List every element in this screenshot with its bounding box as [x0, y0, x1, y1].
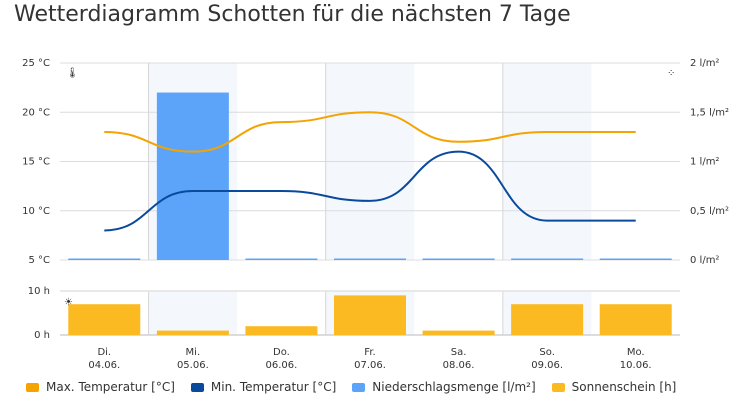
y-right-tick-label: 2 l/m²: [690, 58, 719, 69]
legend-precipitation[interactable]: Niederschlagsmenge [l/m²]: [352, 380, 536, 394]
thermometer-icon: 🌡: [66, 67, 79, 79]
precipitation-bar: [599, 258, 672, 260]
precipitation-bar: [245, 258, 318, 260]
sunshine-bar: [334, 295, 406, 335]
legend-label: Niederschlagsmenge [l/m²]: [372, 380, 536, 394]
raindrops-icon: ⁘: [667, 68, 675, 79]
x-tick-day: Di.: [97, 347, 111, 358]
x-tick-date: 09.06.: [531, 360, 563, 371]
legend-label: Max. Temperatur [°C]: [46, 380, 175, 394]
sunshine-bar: [422, 330, 495, 335]
legend-min-temp[interactable]: Min. Temperatur [°C]: [190, 380, 337, 394]
x-tick-day: Fr.: [364, 347, 375, 358]
x-tick-date: 07.06.: [354, 360, 386, 371]
sunshine-bar: [156, 330, 229, 335]
precipitation-bar: [422, 258, 495, 260]
x-tick-date: 06.06.: [266, 360, 298, 371]
legend-label: Min. Temperatur [°C]: [210, 380, 337, 394]
precipitation-bar: [156, 92, 229, 260]
y-left-tick-label: 25 °C: [22, 58, 50, 69]
x-tick-day: Mo.: [627, 347, 645, 358]
x-tick-day: So.: [539, 347, 554, 358]
legend-swatch: [26, 382, 39, 392]
y-right-tick-label: 0,5 l/m²: [690, 206, 729, 217]
sun-icon: ☀: [64, 297, 73, 308]
precipitation-bar: [68, 258, 141, 260]
x-tick-day: Sa.: [451, 347, 467, 358]
legend-swatch: [190, 382, 204, 392]
max-temp-line: [104, 111, 636, 153]
sun-tick-label: 10 h: [28, 286, 50, 297]
sun-tick-label: 0 h: [34, 330, 50, 341]
legend-swatch: [551, 382, 565, 392]
y-left-tick-label: 5 °C: [28, 255, 50, 266]
precipitation-bar: [334, 258, 406, 260]
y-right-tick-label: 1,5 l/m²: [690, 107, 729, 118]
min-temp-line: [104, 150, 636, 232]
y-right-tick-label: 0 l/m²: [690, 255, 719, 266]
sunshine-bar: [68, 304, 141, 335]
x-tick-day: Mi.: [186, 347, 201, 358]
legend: Max. Temperatur [°C] Min. Temperatur [°C…: [26, 380, 692, 394]
x-tick-date: 04.06.: [88, 360, 120, 371]
x-tick-date: 10.06.: [620, 360, 652, 371]
legend-label: Sonnenschein [h]: [571, 380, 677, 394]
legend-swatch: [352, 382, 366, 392]
y-left-tick-label: 10 °C: [22, 206, 50, 217]
x-tick-date: 05.06.: [177, 360, 209, 371]
sunshine-bar: [245, 326, 318, 335]
sunshine-bar: [511, 304, 584, 335]
legend-sunshine[interactable]: Sonnenschein [h]: [551, 380, 677, 394]
sunshine-bar: [599, 304, 672, 335]
y-left-tick-label: 15 °C: [22, 157, 50, 168]
precipitation-bar: [511, 258, 584, 260]
x-tick-day: Do.: [273, 347, 290, 358]
legend-max-temp[interactable]: Max. Temperatur [°C]: [26, 380, 175, 394]
day-band: [148, 291, 238, 335]
x-tick-date: 08.06.: [443, 360, 475, 371]
chart-title: Wetterdiagramm Schotten für die nächsten…: [14, 2, 571, 27]
y-right-tick-label: 1 l/m²: [690, 157, 719, 168]
y-left-tick-label: 20 °C: [22, 107, 50, 118]
